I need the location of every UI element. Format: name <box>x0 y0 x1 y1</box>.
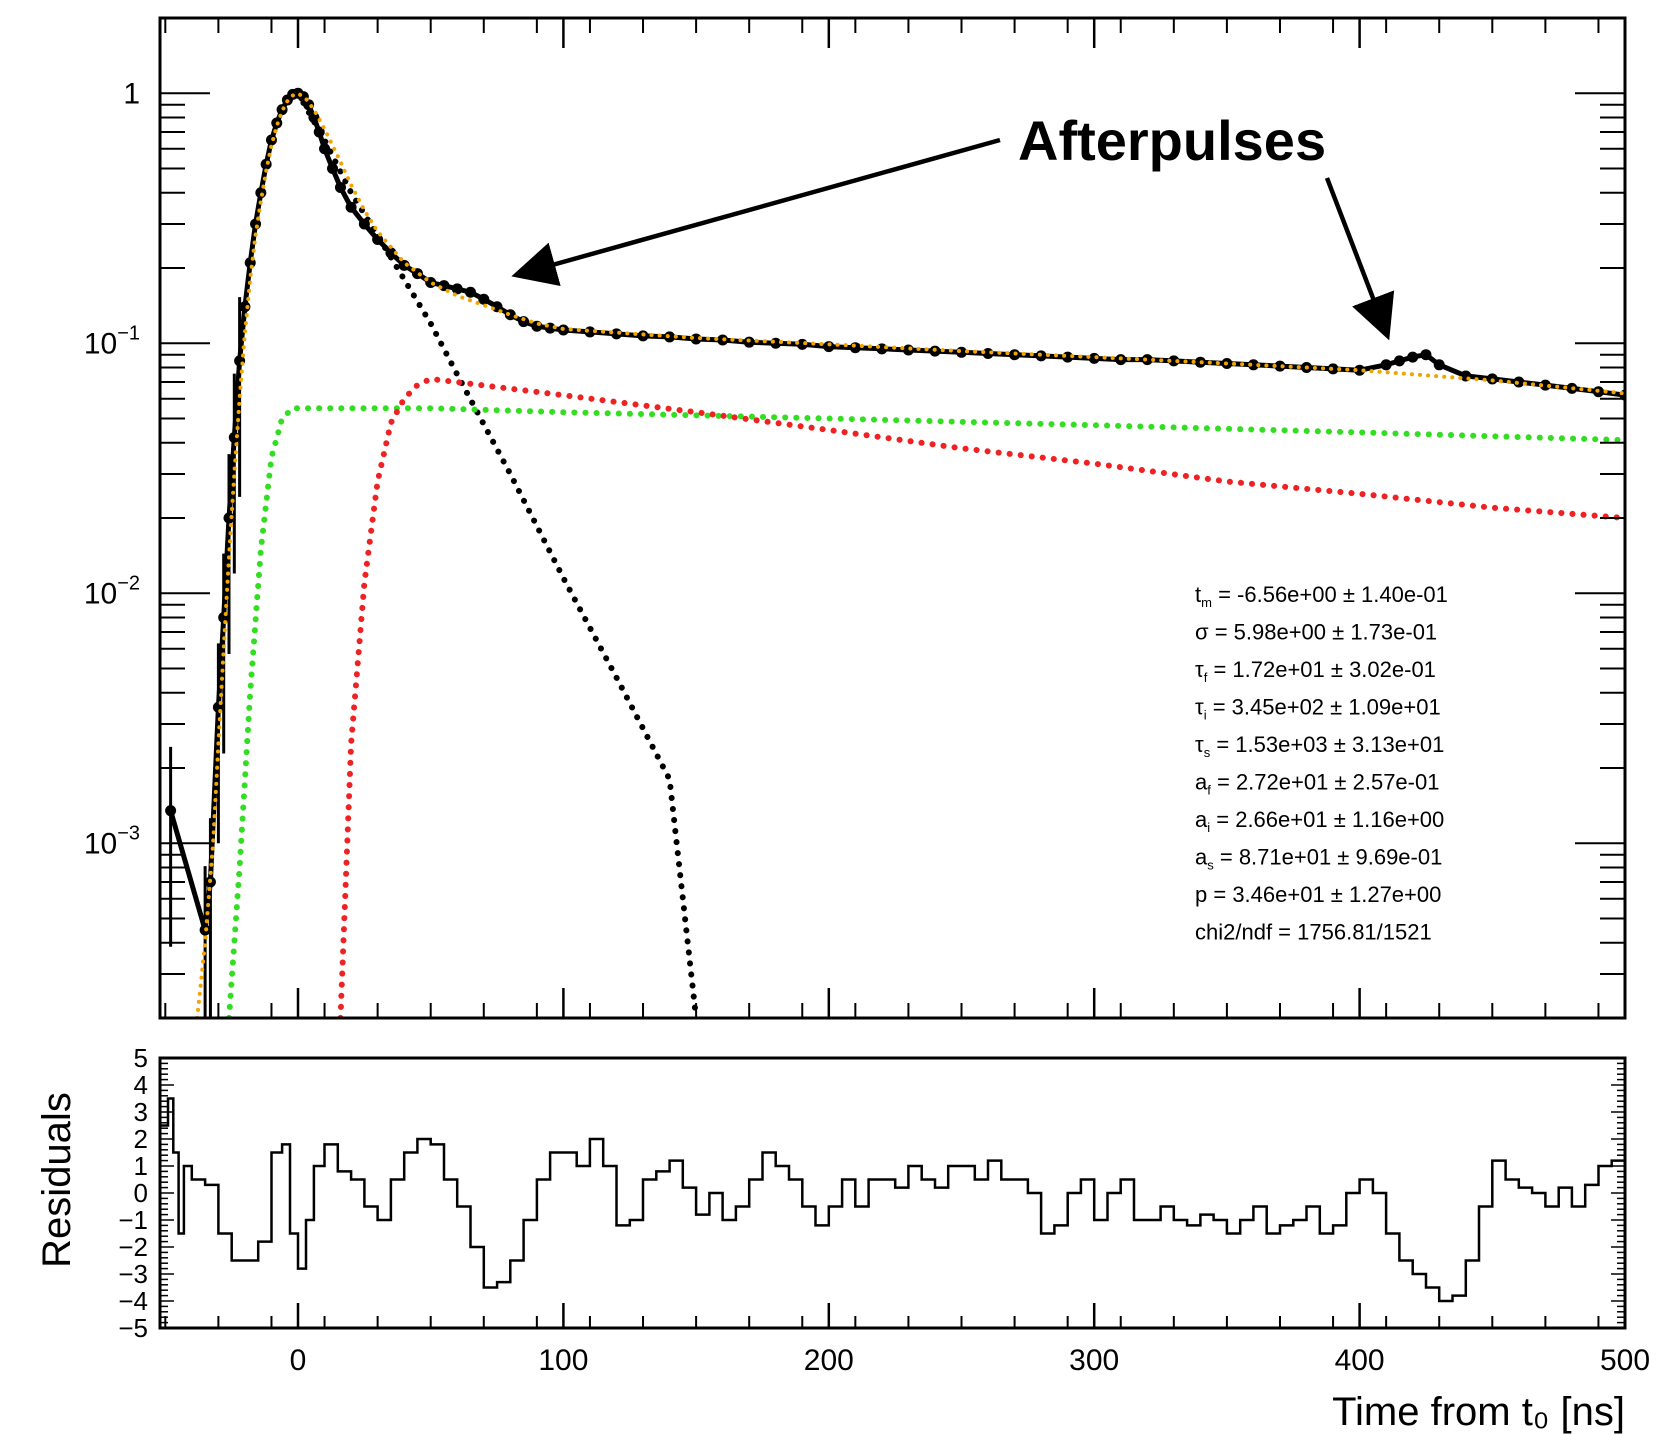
fit-parameter-label: as = 8.71e+01 ± 9.69e-01 <box>1195 845 1442 873</box>
afterpulse-arrow-2 <box>1324 177 1395 341</box>
res-y-tick-label: −1 <box>118 1205 148 1235</box>
res-y-tick-label: 4 <box>134 1070 148 1100</box>
main-y-tick-label: 10−2 <box>84 572 140 610</box>
afterpulse-arrow-1 <box>511 137 1001 286</box>
fit-parameter-label: af = 2.72e+01 ± 2.57e-01 <box>1195 770 1439 798</box>
main-y-tick-label: 10−3 <box>84 822 140 860</box>
fit-parameters-box: tm = -6.56e+00 ± 1.40e-01 σ = 5.98e+00 ± … <box>1195 582 1448 945</box>
fit-parameter-label: τs = 1.53e+03 ± 3.13e+01 <box>1195 732 1444 760</box>
fit-parameter-label: tm = -6.56e+00 ± 1.40e-01 <box>1195 582 1448 610</box>
fast-component-curve <box>295 90 700 1018</box>
x-axis-label: Time from t₀ [ns] <box>1332 1390 1625 1434</box>
main-plot-frame <box>158 16 1627 1020</box>
fit-total-curve <box>195 91 1625 1018</box>
residuals-plot-frame <box>158 1056 1627 1330</box>
res-y-tick-label: −3 <box>118 1259 148 1289</box>
x-tick-label: 400 <box>1335 1344 1385 1377</box>
fit-parameter-label: σ = 5.98e+00 ± 1.73e-01 <box>1195 620 1437 645</box>
x-tick-labels: 0 100 200 300 400 500 <box>290 1344 1650 1377</box>
fit-parameter-label: τf = 1.72e+01 ± 3.02e-01 <box>1195 657 1436 685</box>
x-tick-label: 100 <box>538 1344 588 1377</box>
main-panel: 1 10−1 10−2 10−3 Afterpulses tm = -6.56e+00… <box>84 16 1627 1020</box>
intermediate-component-curve <box>337 375 1625 1018</box>
fit-parameter-label: τi = 3.45e+02 ± 1.09e+01 <box>1195 695 1441 723</box>
main-y-tick-label: 10−1 <box>84 322 140 360</box>
main-series-layer <box>165 87 1625 1018</box>
res-y-tick-label: 5 <box>134 1043 148 1073</box>
main-y-tick-label: 1 <box>123 77 140 110</box>
res-y-tick-label: −2 <box>118 1232 148 1262</box>
res-y-tick-label: 3 <box>134 1097 148 1127</box>
main-y-tick-labels: 1 10−1 10−2 10−3 <box>84 77 140 860</box>
res-y-tick-label: 2 <box>134 1124 148 1154</box>
fit-parameter-label: chi2/ndf = 1756.81/1521 <box>1195 920 1432 945</box>
afterpulses-annotation: Afterpulses <box>511 109 1395 341</box>
fit-parameter-label: p = 3.46e+01 ± 1.27e+00 <box>1195 882 1441 907</box>
residuals-ticks-layer <box>160 1062 1627 1329</box>
x-tick-label: 300 <box>1069 1344 1119 1377</box>
x-tick-label: 200 <box>804 1344 854 1377</box>
x-tick-label: 500 <box>1600 1344 1650 1377</box>
afterpulses-label: Afterpulses <box>1018 109 1326 172</box>
residuals-step-line <box>160 1097 1625 1303</box>
res-y-tick-label: −4 <box>118 1286 148 1316</box>
res-y-tick-label: 0 <box>134 1178 148 1208</box>
residuals-series-layer <box>160 1097 1625 1303</box>
slow-component-curve <box>226 405 1625 1018</box>
residuals-axis-label: Residuals <box>35 1092 79 1268</box>
res-y-tick-label: 1 <box>134 1151 148 1181</box>
x-tick-label: 0 <box>290 1344 307 1377</box>
fit-parameter-label: ai = 2.66e+01 ± 1.16e+00 <box>1195 807 1444 835</box>
res-y-tick-label: −5 <box>118 1313 148 1343</box>
